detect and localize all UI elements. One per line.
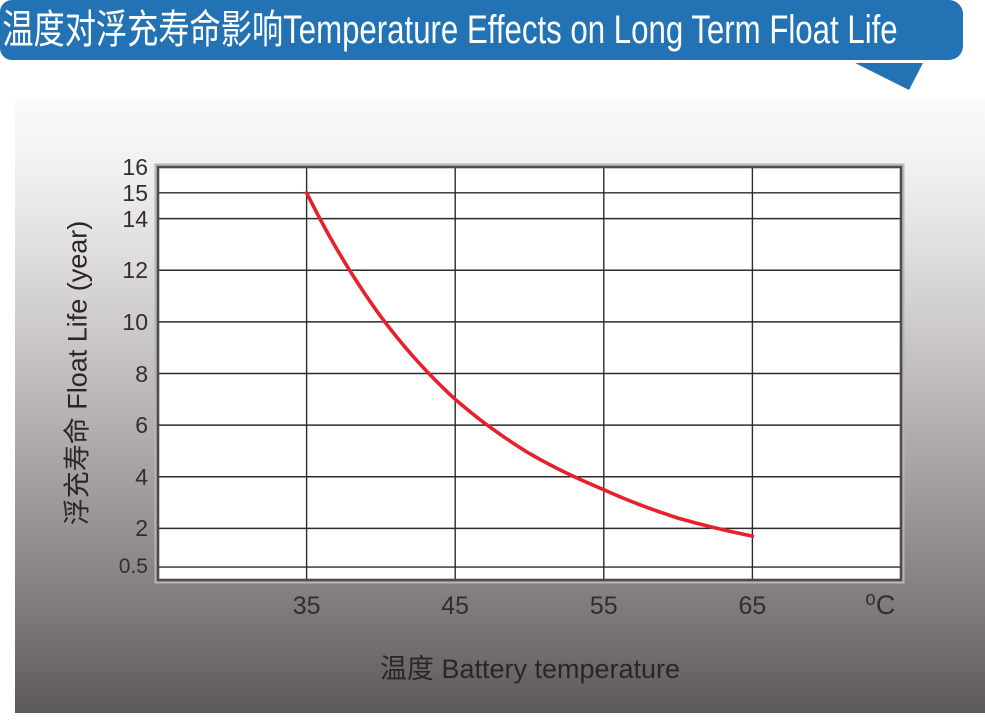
y-tick-label: 0.5 <box>118 555 148 579</box>
x-tick-label: 35 <box>292 592 321 620</box>
banner-tail-pointer <box>855 63 923 90</box>
float-life-curve <box>304 191 755 538</box>
chart-panel: 0.5 2 4 6 8 10 12 14 15 16 35 45 55 65 浮充寿命 Float Lif… <box>15 99 985 713</box>
y-tick-label: 15 <box>122 179 148 206</box>
title-banner: 温度对浮充寿命影响Temperature Effects on Long Ter… <box>0 0 963 60</box>
plot-border <box>156 165 903 582</box>
y-tick-label: 10 <box>122 308 148 335</box>
float-life-chart <box>154 163 905 584</box>
x-axis-title: 温度 Battery temperature <box>379 654 681 684</box>
y-tick-label: 6 <box>135 412 148 439</box>
y-tick-label: 8 <box>135 360 148 387</box>
x-tick-label: 45 <box>441 592 470 620</box>
y-tick-label: 12 <box>122 257 148 284</box>
y-tick-label: 14 <box>122 205 148 232</box>
y-axis-title: 浮充寿命 Float Life (year) <box>62 220 93 526</box>
y-tick-label: 16 <box>122 154 148 180</box>
plot-border-highlight <box>154 163 905 584</box>
x-tick-label: 55 <box>589 592 618 620</box>
x-tick-label: 65 <box>738 592 767 620</box>
y-tick-label: 4 <box>135 463 148 490</box>
x-axis-unit-label: ⁰C <box>865 590 896 620</box>
y-tick-label: 2 <box>135 515 148 542</box>
page-title: 温度对浮充寿命影响Temperature Effects on Long Ter… <box>2 8 898 52</box>
